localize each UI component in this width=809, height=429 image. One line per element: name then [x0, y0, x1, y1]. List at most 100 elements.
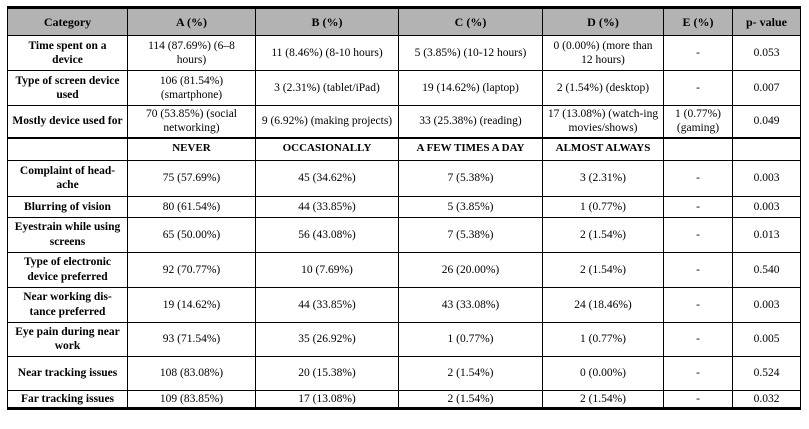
- table-row: Type of screen device used 106 (81.54%) …: [7, 70, 801, 106]
- data-cell: 19 (14.62%) (laptop): [398, 70, 543, 106]
- category-cell: Eyestrain while using screens: [7, 216, 128, 253]
- data-cell: -: [663, 286, 733, 323]
- table-row: Time spent on a device 114 (87.69%) (6–8…: [7, 35, 801, 71]
- data-cell: 56 (43.08%): [255, 216, 399, 253]
- category-cell: Far tracking issues: [7, 389, 128, 410]
- pvalue-cell: 0.003: [732, 159, 801, 197]
- subheader-cell-empty: [732, 136, 801, 161]
- pvalue-cell: 0.005: [732, 321, 801, 357]
- subheader-row: NEVER OCCASIONALLY A FEW TIMES A DAY ALM…: [7, 136, 801, 161]
- data-cell: -: [663, 355, 733, 391]
- table-row: Complaint of head-ache 75 (57.69%) 45 (3…: [7, 159, 801, 197]
- header-cell-d: D (%): [542, 7, 664, 36]
- data-cell: 1 (0.77%) (gaming): [663, 104, 733, 139]
- subheader-cell-fewtimes: A FEW TIMES A DAY: [398, 136, 543, 161]
- data-cell: 1 (0.77%): [398, 321, 543, 357]
- data-cell: -: [663, 321, 733, 357]
- header-cell-e: E (%): [663, 7, 733, 36]
- pvalue-cell: 0.053: [732, 35, 801, 71]
- data-cell: 92 (70.77%): [127, 251, 256, 288]
- data-cell: 45 (34.62%): [255, 159, 399, 197]
- pvalue-cell: 0.007: [732, 70, 801, 106]
- pvalue-cell: 0.032: [732, 389, 801, 410]
- data-cell: 70 (53.85%) (social networking): [127, 104, 256, 139]
- header-cell-pvalue: p- value: [732, 7, 801, 36]
- data-cell: 93 (71.54%): [127, 321, 256, 357]
- data-cell: -: [663, 216, 733, 253]
- data-cell: 2 (1.54%): [542, 251, 664, 288]
- subheader-cell-almostalways: ALMOST ALWAYS: [542, 136, 664, 161]
- data-cell: 0 (0.00%): [542, 355, 664, 391]
- statistics-table: Category A (%) B (%) C (%) D (%) E (%) p…: [7, 6, 801, 411]
- data-cell: 106 (81.54%) (smartphone): [127, 70, 256, 106]
- data-cell: 44 (33.85%): [255, 195, 399, 218]
- pvalue-cell: 0.003: [732, 195, 801, 218]
- pvalue-cell: 0.003: [732, 286, 801, 323]
- data-cell: 2 (1.54%): [398, 389, 543, 410]
- table-row: Near working dis-tance preferred 19 (14.…: [7, 286, 801, 323]
- data-cell: 7 (5.38%): [398, 216, 543, 253]
- data-cell: -: [663, 159, 733, 197]
- data-cell: -: [663, 251, 733, 288]
- data-cell: 19 (14.62%): [127, 286, 256, 323]
- data-cell: 1 (0.77%): [542, 321, 664, 357]
- data-cell: 24 (18.46%): [542, 286, 664, 323]
- data-cell: 108 (83.08%): [127, 355, 256, 391]
- table-row: Type of electronic device preferred 92 (…: [7, 251, 801, 288]
- subheader-cell-occasionally: OCCASIONALLY: [255, 136, 399, 161]
- data-cell: 3 (2.31%): [542, 159, 664, 197]
- data-cell: 20 (15.38%): [255, 355, 399, 391]
- header-cell-b: B (%): [255, 7, 399, 36]
- pvalue-cell: 0.524: [732, 355, 801, 391]
- category-cell: Type of electronic device preferred: [7, 251, 128, 288]
- data-cell: 109 (83.85%): [127, 389, 256, 410]
- table-row: Eyestrain while using screens 65 (50.00%…: [7, 216, 801, 253]
- data-cell: 114 (87.69%) (6–8 hours): [127, 35, 256, 71]
- data-cell: 2 (1.54%) (desktop): [542, 70, 664, 106]
- category-cell: Time spent on a device: [7, 35, 128, 71]
- data-cell: 44 (33.85%): [255, 286, 399, 323]
- data-cell: 11 (8.46%) (8-10 hours): [255, 35, 399, 71]
- table-row: Mostly device used for 70 (53.85%) (soci…: [7, 104, 801, 139]
- data-cell: 7 (5.38%): [398, 159, 543, 197]
- subheader-cell-never: NEVER: [127, 136, 256, 161]
- header-cell-category: Category: [7, 7, 128, 36]
- category-cell: Type of screen device used: [7, 70, 128, 106]
- data-cell: 43 (33.08%): [398, 286, 543, 323]
- data-cell: 3 (2.31%) (tablet/iPad): [255, 70, 399, 106]
- data-cell: 17 (13.08%): [255, 389, 399, 410]
- header-cell-a: A (%): [127, 7, 256, 36]
- data-cell: 2 (1.54%): [542, 389, 664, 410]
- category-cell: Complaint of head-ache: [7, 159, 128, 197]
- data-cell: 65 (50.00%): [127, 216, 256, 253]
- data-cell: 10 (7.69%): [255, 251, 399, 288]
- data-cell: 5 (3.85%) (10-12 hours): [398, 35, 543, 71]
- pvalue-cell: 0.540: [732, 251, 801, 288]
- data-cell: -: [663, 35, 733, 71]
- data-cell: 17 (13.08%) (watch-ing movies/shows): [542, 104, 664, 139]
- category-cell: Near tracking issues: [7, 355, 128, 391]
- data-cell: 9 (6.92%) (making projects): [255, 104, 399, 139]
- table-row: Near tracking issues 108 (83.08%) 20 (15…: [7, 355, 801, 391]
- data-cell: 2 (1.54%): [398, 355, 543, 391]
- header-row: Category A (%) B (%) C (%) D (%) E (%) p…: [7, 7, 801, 36]
- data-cell: -: [663, 389, 733, 410]
- category-cell: Blurring of vision: [7, 195, 128, 218]
- data-cell: -: [663, 195, 733, 218]
- subheader-cell-empty: [7, 136, 128, 161]
- pvalue-cell: 0.013: [732, 216, 801, 253]
- header-cell-c: C (%): [398, 7, 543, 36]
- table-row: Far tracking issues 109 (83.85%) 17 (13.…: [7, 389, 801, 410]
- table-row: Eye pain during near work 93 (71.54%) 35…: [7, 321, 801, 357]
- subheader-cell-empty: [663, 136, 733, 161]
- data-cell: -: [663, 70, 733, 106]
- data-cell: 2 (1.54%): [542, 216, 664, 253]
- data-cell: 75 (57.69%): [127, 159, 256, 197]
- data-cell: 26 (20.00%): [398, 251, 543, 288]
- data-cell: 1 (0.77%): [542, 195, 664, 218]
- category-cell: Near working dis-tance preferred: [7, 286, 128, 323]
- page: Category A (%) B (%) C (%) D (%) E (%) p…: [7, 6, 801, 411]
- data-cell: 0 (0.00%) (more than 12 hours): [542, 35, 664, 71]
- data-cell: 33 (25.38%) (reading): [398, 104, 543, 139]
- category-cell: Mostly device used for: [7, 104, 128, 139]
